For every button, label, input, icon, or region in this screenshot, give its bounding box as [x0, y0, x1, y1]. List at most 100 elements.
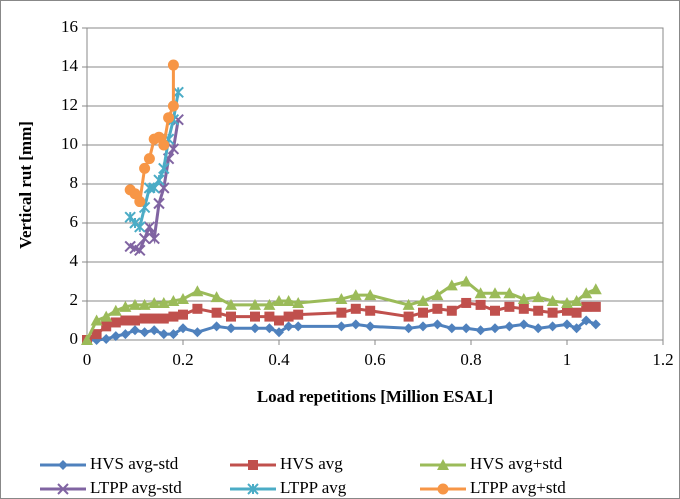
x-tick-label: 0.2 [172, 350, 193, 369]
marker [157, 296, 170, 308]
marker-shape [282, 295, 295, 306]
marker [250, 311, 260, 322]
marker [91, 329, 102, 340]
marker-shape [403, 323, 414, 334]
marker [431, 289, 444, 301]
marker [158, 139, 170, 151]
marker [571, 307, 582, 318]
x-tick-label: 0.6 [364, 350, 385, 369]
y-tick-label: 8 [70, 173, 79, 192]
marker-shape [547, 321, 558, 332]
marker-shape [475, 325, 486, 336]
marker [336, 321, 347, 332]
marker-shape [431, 289, 444, 301]
marker [461, 297, 472, 308]
marker-shape [134, 196, 146, 208]
y-tick-label: 4 [70, 251, 79, 270]
marker-shape [139, 313, 150, 324]
marker [504, 301, 515, 312]
marker-shape [274, 327, 284, 338]
marker-shape [350, 319, 361, 330]
marker [167, 59, 179, 71]
marker-shape [225, 298, 237, 310]
marker-shape [402, 298, 415, 310]
marker [474, 287, 487, 299]
marker-shape [571, 323, 582, 334]
marker [167, 143, 180, 155]
marker [250, 323, 260, 334]
marker [581, 301, 592, 312]
legend-label: LTPP avg-std [90, 478, 182, 497]
marker-shape [590, 319, 601, 330]
marker [225, 298, 237, 310]
marker-shape [503, 287, 516, 299]
marker-shape [432, 303, 443, 314]
legend-label: HVS avg [280, 454, 343, 473]
marker-shape [546, 295, 559, 306]
marker-shape [81, 334, 93, 345]
marker-shape [418, 307, 428, 318]
marker [589, 283, 602, 295]
marker [158, 162, 170, 175]
marker-shape [153, 174, 165, 186]
marker-shape [178, 309, 188, 320]
marker-shape [211, 307, 222, 318]
marker-shape [158, 313, 169, 324]
marker-shape [418, 321, 428, 332]
marker-shape [138, 232, 151, 245]
marker-shape [264, 311, 275, 322]
marker-shape [250, 323, 260, 334]
marker-shape [134, 244, 146, 257]
marker [153, 197, 165, 210]
marker-shape [149, 325, 160, 336]
marker [532, 291, 545, 303]
marker-shape [192, 303, 203, 314]
marker-shape [158, 139, 170, 151]
marker [191, 285, 204, 297]
marker-shape [590, 301, 601, 312]
marker-shape [403, 311, 414, 322]
marker-shape [293, 321, 304, 332]
marker [533, 305, 544, 316]
marker [335, 293, 348, 305]
marker [90, 314, 103, 326]
marker [581, 315, 592, 326]
marker-shape [417, 295, 429, 306]
marker [546, 295, 559, 306]
x-tick-label: 0 [83, 350, 92, 369]
marker [149, 325, 160, 336]
y-tick-label: 6 [70, 212, 79, 231]
marker [168, 311, 179, 322]
marker [167, 295, 180, 306]
marker [163, 112, 175, 124]
marker [460, 275, 473, 287]
marker-shape [293, 309, 304, 320]
marker-shape [168, 311, 179, 322]
marker-shape [149, 313, 160, 324]
marker-shape [283, 311, 294, 322]
marker-shape [210, 291, 223, 303]
marker [418, 321, 428, 332]
marker-shape [490, 323, 500, 334]
marker [475, 299, 486, 310]
marker [139, 162, 151, 174]
marker [192, 303, 203, 314]
marker-shape [211, 321, 222, 332]
marker [143, 182, 156, 194]
marker-shape [580, 287, 593, 299]
marker-shape [292, 296, 305, 308]
marker [349, 289, 362, 301]
marker-shape [350, 303, 361, 314]
marker [134, 244, 146, 257]
marker-shape [226, 323, 236, 334]
marker-shape [570, 295, 583, 306]
marker-shape [445, 279, 458, 291]
marker [403, 311, 414, 322]
marker-shape [91, 329, 102, 340]
marker-shape [248, 460, 258, 470]
marker [562, 305, 572, 316]
marker-shape [518, 319, 529, 330]
marker-shape [581, 315, 592, 326]
marker-shape [100, 310, 113, 322]
marker-shape [517, 293, 530, 305]
